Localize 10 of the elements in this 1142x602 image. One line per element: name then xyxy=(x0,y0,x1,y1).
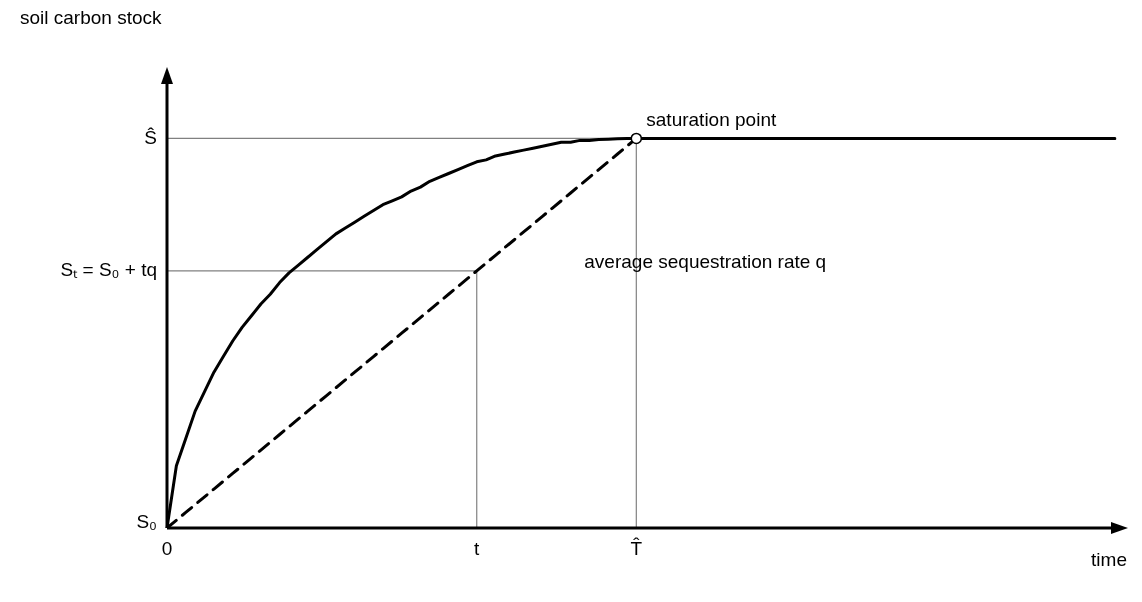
text: soil carbon stock xyxy=(20,7,163,28)
x-axis-title: time xyxy=(1091,549,1127,570)
ref-line-label: Sₜ = S₀ + tq xyxy=(60,259,157,281)
x-tick-label: T̂ xyxy=(630,537,643,559)
annotation: saturation point xyxy=(646,109,777,131)
x-tick-label: t xyxy=(474,537,481,559)
ref-line-label: Ŝ xyxy=(144,126,157,148)
x-tick-label: 0 xyxy=(161,537,173,559)
annotation: average sequestration rate q xyxy=(584,251,827,273)
text: S₀ xyxy=(136,511,157,532)
